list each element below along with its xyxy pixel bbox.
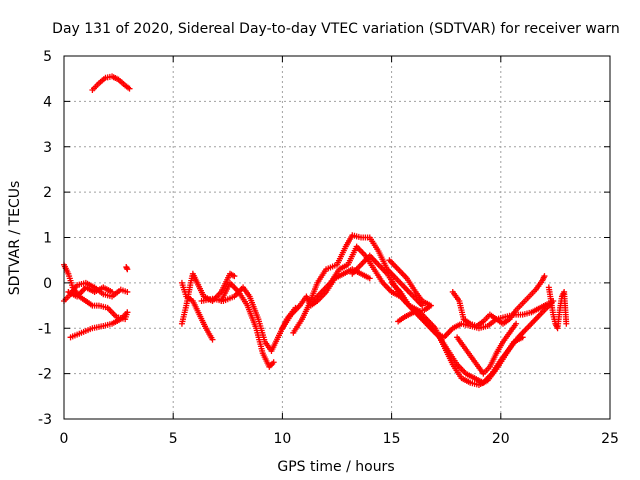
data-points <box>61 73 570 388</box>
series-arc-d <box>67 309 131 341</box>
x-tick-label: 5 <box>169 431 178 447</box>
series-arc-q <box>449 273 548 329</box>
x-tick-label: 0 <box>60 431 69 447</box>
data-point <box>563 320 570 327</box>
series-arc-j <box>218 279 277 370</box>
x-tick-label: 20 <box>492 431 510 447</box>
series-arc-p <box>386 257 434 325</box>
series-arc-h <box>178 270 238 327</box>
y-tick-label: 5 <box>43 49 52 65</box>
y-tick-label: 1 <box>43 231 52 247</box>
y-tick-label: -2 <box>38 367 52 383</box>
data-point <box>366 275 373 282</box>
series-arc-s <box>454 320 520 377</box>
series-arc-l <box>290 232 426 336</box>
y-axis-label: SDTVAR / TECUs <box>7 181 23 296</box>
series-arc-e <box>123 263 131 273</box>
data-point <box>513 320 520 327</box>
series-arc-f <box>65 284 116 300</box>
x-axis-label: GPS time / hours <box>277 459 394 475</box>
y-tick-label: -3 <box>38 412 52 428</box>
data-point <box>109 288 116 295</box>
series-arc-c <box>61 279 131 305</box>
data-point <box>231 273 238 280</box>
data-point <box>124 266 131 273</box>
y-tick-label: 3 <box>43 140 52 156</box>
x-tick-label: 10 <box>273 431 291 447</box>
data-point <box>395 318 402 325</box>
data-point <box>270 359 277 366</box>
x-tick-label: 15 <box>383 431 401 447</box>
axis-ticks: 0 5 10 15 20 25 -3 -2 -1 0 1 2 3 4 5 <box>38 49 619 447</box>
series-arc-a <box>89 73 133 94</box>
data-point <box>209 336 216 343</box>
chart-title: Day 131 of 2020, Sidereal Day-to-day VTE… <box>52 21 620 37</box>
data-point <box>126 85 133 92</box>
series-arc-r <box>545 284 570 332</box>
y-tick-label: -1 <box>38 321 52 337</box>
data-point <box>541 273 548 280</box>
series-arc-g <box>178 279 216 343</box>
grid-lines <box>64 56 610 419</box>
y-tick-label: 4 <box>43 94 52 110</box>
x-tick-label: 25 <box>601 431 619 447</box>
y-tick-label: 2 <box>43 185 52 201</box>
data-point <box>124 288 131 295</box>
y-tick-label: 0 <box>43 276 52 292</box>
data-point <box>124 309 131 316</box>
